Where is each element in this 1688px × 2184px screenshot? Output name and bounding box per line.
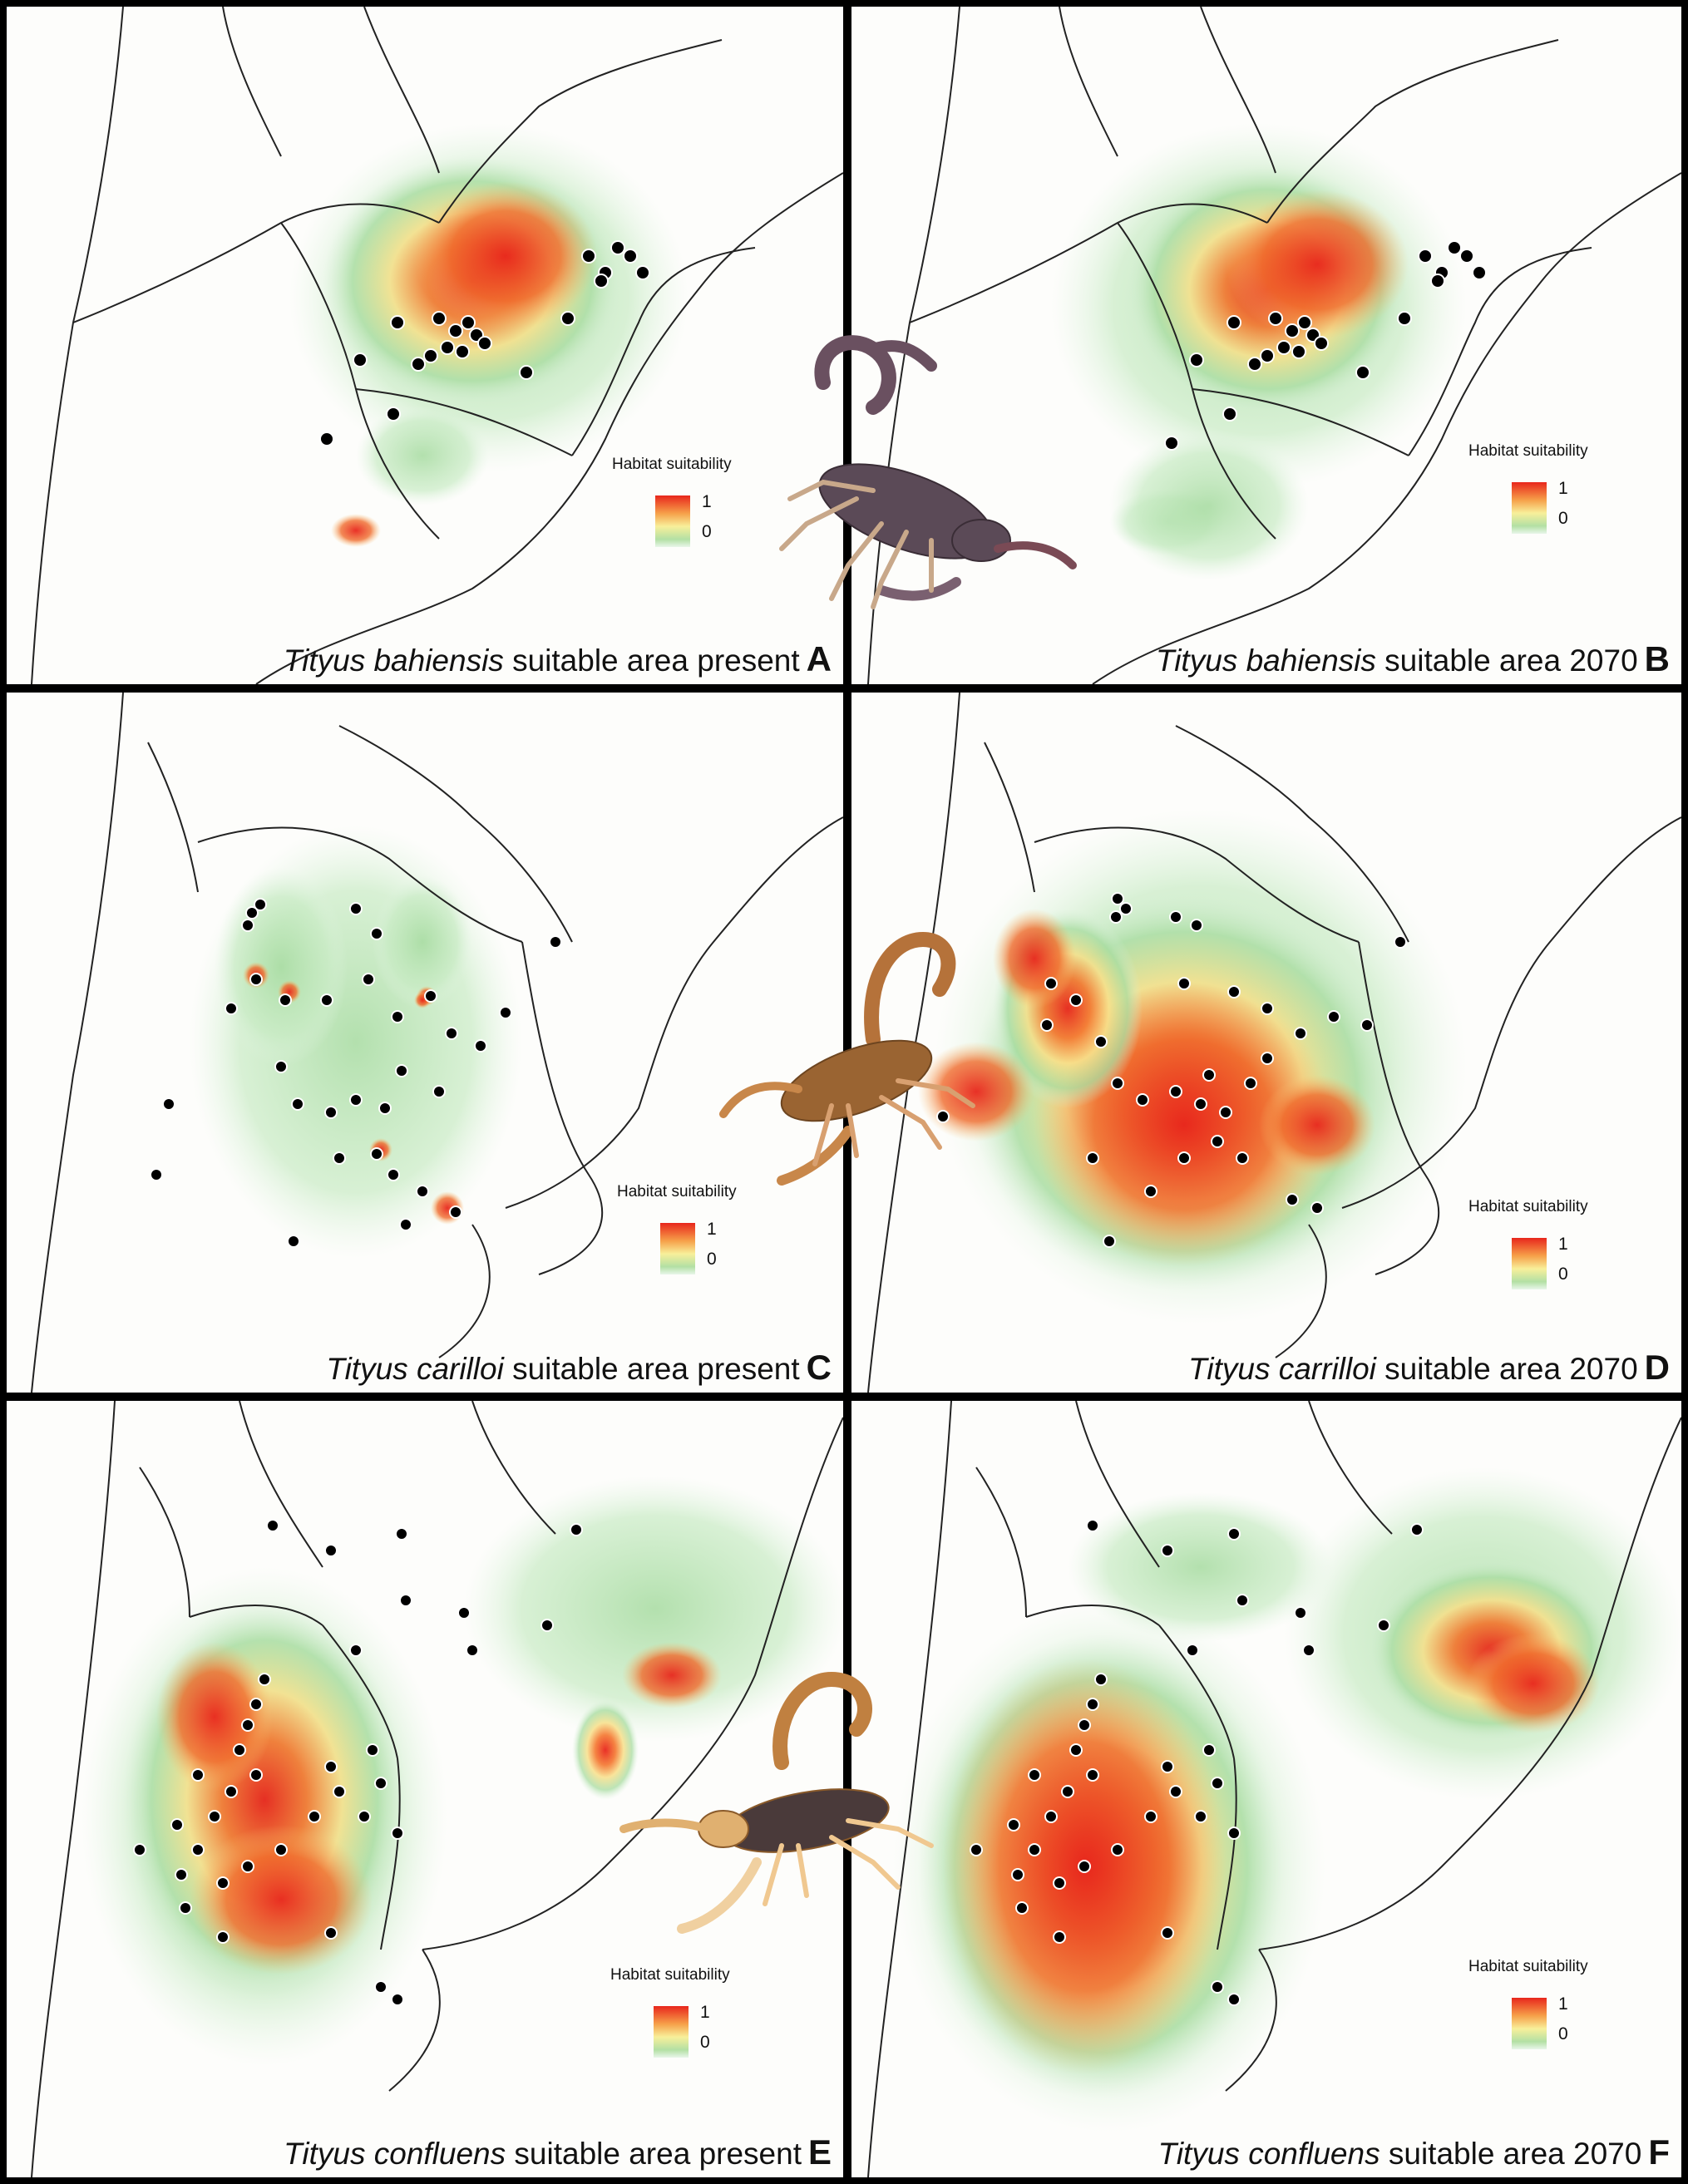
species-name: Tityus confluens: [1157, 2137, 1380, 2171]
species-name: Tityus carilloi: [326, 1352, 504, 1386]
panel-caption: Tityus confluens suitable area present E: [284, 2132, 832, 2172]
map-d: [867, 693, 1681, 1393]
scorpion-icon: [619, 1671, 934, 1934]
legend-title: Habitat suitability: [1468, 1958, 1588, 1975]
legend-color-bar: [660, 1223, 695, 1274]
legend-title: Habitat suitability: [1468, 442, 1588, 460]
map-panel-d: Habitat suitability 1 0 Tityus carrilloi…: [851, 693, 1681, 1393]
suitability-surface: [81, 1476, 843, 2066]
map-panel-e: Habitat suitability 1 0 Tityus confluens…: [7, 1401, 843, 2177]
legend-min: 0: [1558, 509, 1568, 528]
panel-caption: Tityus bahiensis suitable area 2070 B: [1156, 639, 1670, 679]
legend-min: 0: [702, 522, 712, 541]
legend-title: Habitat suitability: [1468, 1198, 1588, 1215]
suitability-surface: [1051, 123, 1467, 580]
map-panel-a: Habitat suitability 1 0 Tityus bahiensis…: [7, 7, 843, 684]
legend: Habitat suitability 1 0: [1468, 1198, 1643, 1314]
country-borders: [867, 7, 1681, 684]
legend: Habitat suitability 1 0: [617, 1183, 792, 1299]
panel-letter: C: [806, 1348, 832, 1387]
scorpion-icon: [719, 931, 975, 1186]
caption-suffix: suitable area present: [503, 1352, 800, 1386]
legend-min: 0: [707, 1250, 717, 1269]
scorpion-icon: [779, 335, 1077, 609]
species-name: Tityus bahiensis: [1155, 643, 1376, 678]
caption-suffix: suitable area present: [506, 2137, 802, 2171]
suitability-surface: [893, 1467, 1681, 2132]
species-name: Tityus confluens: [284, 2137, 506, 2171]
legend-max: 1: [702, 492, 712, 511]
legend-color-bar: [1512, 1238, 1547, 1289]
suitability-surface: [289, 123, 689, 547]
legend-max: 1: [707, 1220, 717, 1239]
legend-title: Habitat suitability: [617, 1183, 737, 1200]
species-name: Tityus bahiensis: [283, 643, 504, 678]
occurrence-points: [1164, 240, 1487, 451]
occurrence-points: [133, 1519, 583, 2006]
legend: Habitat suitability 1 0: [612, 456, 787, 572]
occurrence-points: [319, 240, 650, 446]
panel-letter: E: [807, 2132, 832, 2172]
legend-max: 1: [1558, 479, 1568, 498]
map-f: [867, 1401, 1681, 2177]
species-name: Tityus carrilloi: [1188, 1352, 1376, 1386]
map-panel-f: Habitat suitability 1 0 Tityus confluens…: [851, 1401, 1681, 2177]
caption-suffix: suitable area present: [503, 643, 800, 678]
panel-letter: F: [1648, 2132, 1670, 2172]
caption-suffix: suitable area 2070: [1380, 2137, 1642, 2171]
legend-color-bar: [655, 495, 690, 547]
legend: Habitat suitability 1 0: [610, 1966, 785, 2083]
legend: Habitat suitability 1 0: [1468, 442, 1643, 559]
suitability-surface: [190, 826, 522, 1258]
occurrence-points: [936, 892, 1407, 1248]
panel-caption: Tityus bahiensis suitable area present A: [284, 639, 832, 679]
panel-caption: Tityus carrilloi suitable area 2070 D: [1188, 1348, 1670, 1388]
legend-min: 0: [1558, 1265, 1568, 1284]
map-c: [31, 693, 843, 1393]
country-borders: [867, 1401, 1681, 2177]
legend-min: 0: [1558, 2024, 1568, 2043]
occurrence-points: [970, 1519, 1424, 2006]
panel-letter: A: [806, 639, 832, 678]
legend-max: 1: [700, 2003, 710, 2022]
country-borders: [31, 7, 843, 684]
legend-color-bar: [654, 2006, 689, 2058]
country-borders: [31, 693, 843, 1393]
legend-color-bar: [1512, 1998, 1547, 2049]
legend-title: Habitat suitability: [612, 456, 732, 473]
legend-title: Habitat suitability: [610, 1966, 730, 1984]
map-b: [867, 7, 1681, 684]
map-panel-c: Habitat suitability 1 0 Tityus carilloi …: [7, 693, 843, 1393]
caption-suffix: suitable area 2070: [1375, 1352, 1638, 1386]
suitability-surface: [918, 809, 1467, 1324]
map-panel-b: Habitat suitability 1 0 Tityus bahiensis…: [851, 7, 1681, 684]
map-a: [31, 7, 843, 684]
panel-caption: Tityus confluens suitable area 2070 F: [1158, 2132, 1670, 2172]
legend-color-bar: [1512, 482, 1547, 534]
country-borders: [31, 1401, 843, 2177]
legend-min: 0: [700, 2033, 710, 2052]
legend-max: 1: [1558, 1994, 1568, 2014]
map-e: [31, 1401, 843, 2177]
panel-caption: Tityus carilloi suitable area present C: [326, 1348, 832, 1388]
panel-letter: B: [1644, 639, 1670, 678]
legend: Habitat suitability 1 0: [1468, 1958, 1643, 2074]
legend-max: 1: [1558, 1235, 1568, 1254]
occurrence-points: [150, 898, 562, 1248]
caption-suffix: suitable area 2070: [1375, 643, 1638, 678]
panel-letter: D: [1644, 1348, 1670, 1387]
